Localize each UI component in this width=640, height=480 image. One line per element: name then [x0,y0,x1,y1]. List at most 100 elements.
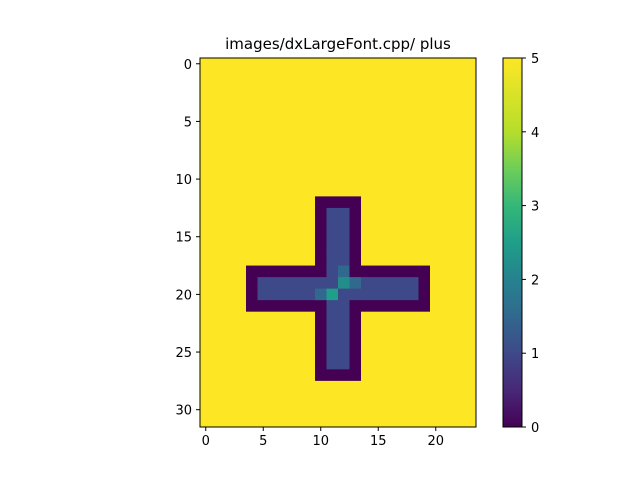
heatmap-cell [384,346,396,359]
heatmap-cell [246,346,258,359]
heatmap-cell [315,415,327,428]
heatmap-cell [361,69,373,82]
heatmap-cell [361,323,373,336]
heatmap-cell [200,219,212,232]
heatmap-cell [326,277,339,290]
heatmap-cell [453,173,465,186]
heatmap-cell [269,58,281,70]
heatmap-cell [200,392,212,405]
heatmap-cell [395,104,408,117]
heatmap-cell [407,242,419,255]
heatmap-cell [315,242,327,255]
heatmap-cell [292,173,304,186]
heatmap-cell [269,207,281,220]
heatmap-cell [211,288,224,301]
heatmap-cell [315,81,327,93]
heatmap-cell [303,115,316,128]
heatmap-cell [257,288,270,301]
heatmap-cell [418,300,431,313]
heatmap-cell [200,369,212,382]
heatmap-cell [395,323,408,336]
heatmap-cell [464,380,477,393]
heatmap-cell [418,403,431,416]
heatmap-cell [372,92,385,105]
heatmap-cell [211,415,224,428]
heatmap-cell [441,323,454,336]
heatmap-cell [453,58,465,70]
heatmap-cell [246,300,258,313]
heatmap-cell [211,380,224,393]
heatmap-cell [418,184,431,197]
heatmap-cell [257,196,270,209]
heatmap-cell [407,392,419,405]
heatmap-cell [441,104,454,117]
heatmap-cell [338,219,350,232]
heatmap-cell [315,380,327,393]
heatmap-cell [223,334,235,347]
heatmap-cell [372,230,385,243]
heatmap-cell [395,357,408,370]
heatmap-cell [292,138,304,151]
heatmap-cell [326,230,339,243]
heatmap-cell [292,311,304,324]
heatmap-cell [269,104,281,117]
heatmap-cell [280,300,293,313]
heatmap-cell [349,323,362,336]
heatmap-cell [361,334,373,347]
heatmap-cell [246,380,258,393]
heatmap-cell [269,323,281,336]
heatmap-cell [326,184,339,197]
heatmap-cell [326,300,339,313]
heatmap-cell [361,288,373,301]
heatmap-cell [280,230,293,243]
heatmap-cell [349,230,362,243]
heatmap-cell [200,115,212,128]
heatmap-cell [211,81,224,93]
heatmap-cell [372,173,385,186]
heatmap-cell [441,161,454,174]
heatmap-cell [464,242,477,255]
heatmap-cell [407,219,419,232]
heatmap-cell [223,311,235,324]
heatmap-cell [200,150,212,163]
heatmap-cell [280,58,293,70]
heatmap-cell [211,392,224,405]
heatmap-cell [315,207,327,220]
heatmap-cell [303,138,316,151]
heatmap-cell [315,173,327,186]
heatmap-cell [303,369,316,382]
heatmap-cell [407,81,419,93]
colorbar-tick-label: 5 [531,52,539,67]
heatmap-cell [418,161,431,174]
heatmap-cell [200,58,212,70]
heatmap-cell [441,254,454,266]
heatmap-cell [464,184,477,197]
heatmap-cell [234,242,247,255]
heatmap-cell [246,92,258,105]
heatmap-cell [395,138,408,151]
heatmap-cell [407,288,419,301]
heatmap-cell [441,184,454,197]
colorbar-tick-label: 2 [531,273,539,288]
heatmap-cell [257,265,270,278]
heatmap-cell [349,334,362,347]
heatmap-cell [441,346,454,359]
heatmap-cell [269,138,281,151]
heatmap-cell [464,207,477,220]
heatmap-cell [269,127,281,140]
heatmap-cell [338,138,350,151]
heatmap-cell [246,207,258,220]
heatmap-cell [372,300,385,313]
heatmap-cell [200,173,212,186]
heatmap-cell [280,380,293,393]
heatmap-cell [372,311,385,324]
heatmap-cell [430,300,442,313]
heatmap-cell [384,265,396,278]
heatmap-cell [211,161,224,174]
heatmap-cell [292,242,304,255]
heatmap-cell [395,219,408,232]
heatmap-cell [372,334,385,347]
heatmap-cell [280,69,293,82]
heatmap-cell [280,207,293,220]
heatmap-cell [326,334,339,347]
